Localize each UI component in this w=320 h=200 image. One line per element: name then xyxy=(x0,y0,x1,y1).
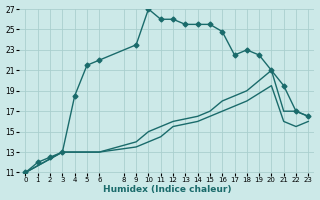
X-axis label: Humidex (Indice chaleur): Humidex (Indice chaleur) xyxy=(103,185,231,194)
